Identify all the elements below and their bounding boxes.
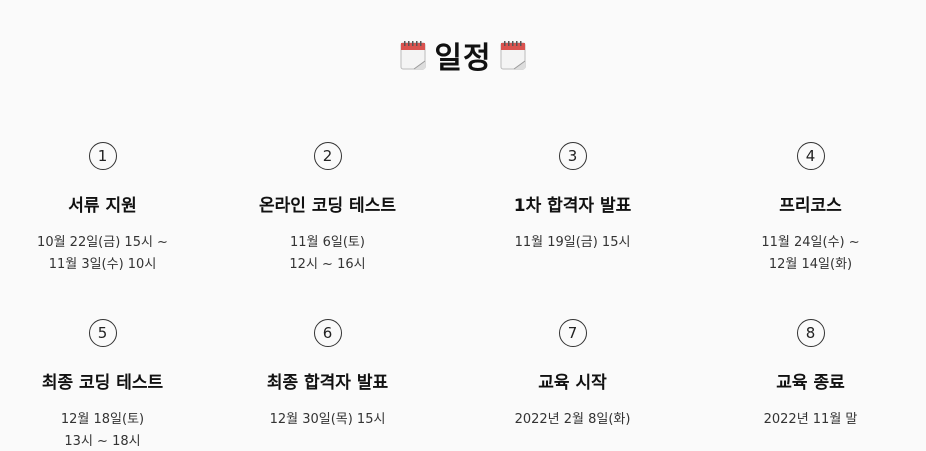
step-label: 교육 종료 (776, 373, 845, 393)
step-date: 12월 30일(목) 15시 (270, 409, 386, 431)
step-label: 교육 시작 (538, 373, 607, 393)
step-date-line: 2022년 11월 말 (763, 412, 858, 427)
step-date-line: 11월 24일(수) ~ (761, 235, 860, 250)
schedule-step-1: 1 서류 지원 10월 22일(금) 15시 ~ 11월 3일(수) 10시 (0, 142, 205, 319)
calendar-icon (500, 40, 526, 70)
schedule-step-3: 3 1차 합격자 발표 11월 19일(금) 15시 (450, 142, 695, 319)
step-label: 최종 합격자 발표 (266, 373, 389, 393)
step-date-line: 13시 ~ 18시 (64, 434, 141, 449)
step-number-badge: 2 (313, 142, 342, 170)
schedule-step-4: 4 프리코스 11월 24일(수) ~ 12월 14일(화) (695, 142, 926, 319)
step-date: 2022년 11월 말 (764, 409, 858, 431)
schedule-step-8: 8 교육 종료 2022년 11월 말 (695, 319, 926, 451)
step-date-line: 12월 30일(목) 15시 (269, 412, 386, 427)
step-number-badge: 6 (313, 319, 342, 347)
schedule-step-5: 5 최종 코딩 테스트 12월 18일(토) 13시 ~ 18시 (0, 319, 205, 451)
step-date: 10월 22일(금) 15시 ~ 11월 3일(수) 10시 (37, 232, 168, 276)
step-date-line: 12월 18일(토) (60, 412, 145, 427)
step-date-line: 11월 19일(금) 15시 (514, 235, 631, 250)
step-label: 온라인 코딩 테스트 (259, 196, 396, 216)
step-number-badge: 1 (88, 142, 117, 170)
schedule-step-2: 2 온라인 코딩 테스트 11월 6일(토) 12시 ~ 16시 (205, 142, 450, 319)
step-number-badge: 4 (796, 142, 825, 170)
schedule-step-7: 7 교육 시작 2022년 2월 8일(화) (450, 319, 695, 451)
step-date: 11월 6일(토) 12시 ~ 16시 (289, 232, 365, 276)
step-date: 2022년 2월 8일(화) (515, 409, 631, 431)
step-date-line: 12시 ~ 16시 (289, 257, 366, 272)
step-date: 11월 24일(수) ~ 12월 14일(화) (761, 232, 859, 276)
step-date-line: 11월 6일(토) (290, 235, 365, 250)
step-date: 12월 18일(토) 13시 ~ 18시 (61, 409, 144, 451)
step-label: 최종 코딩 테스트 (41, 373, 164, 393)
step-number-badge: 7 (558, 319, 587, 347)
schedule-header: 일정 (0, 33, 926, 77)
step-label: 프리코스 (779, 196, 842, 216)
step-label: 서류 지원 (68, 196, 137, 216)
schedule-grid: 1 서류 지원 10월 22일(금) 15시 ~ 11월 3일(수) 10시 2… (0, 142, 926, 451)
step-date-line: 12월 14일(화) (768, 257, 853, 272)
step-date: 11월 19일(금) 15시 (515, 232, 631, 254)
step-number-badge: 5 (88, 319, 117, 347)
calendar-icon (400, 40, 426, 70)
schedule-step-6: 6 최종 합격자 발표 12월 30일(목) 15시 (205, 319, 450, 451)
step-number-badge: 3 (558, 142, 587, 170)
step-date-line: 2022년 2월 8일(화) (514, 412, 631, 427)
page-title: 일정 (434, 41, 492, 76)
step-date-line: 11월 3일(수) 10시 (48, 257, 157, 272)
step-label: 1차 합격자 발표 (513, 196, 632, 216)
step-date-line: 10월 22일(금) 15시 ~ (37, 235, 168, 250)
step-number-badge: 8 (796, 319, 825, 347)
